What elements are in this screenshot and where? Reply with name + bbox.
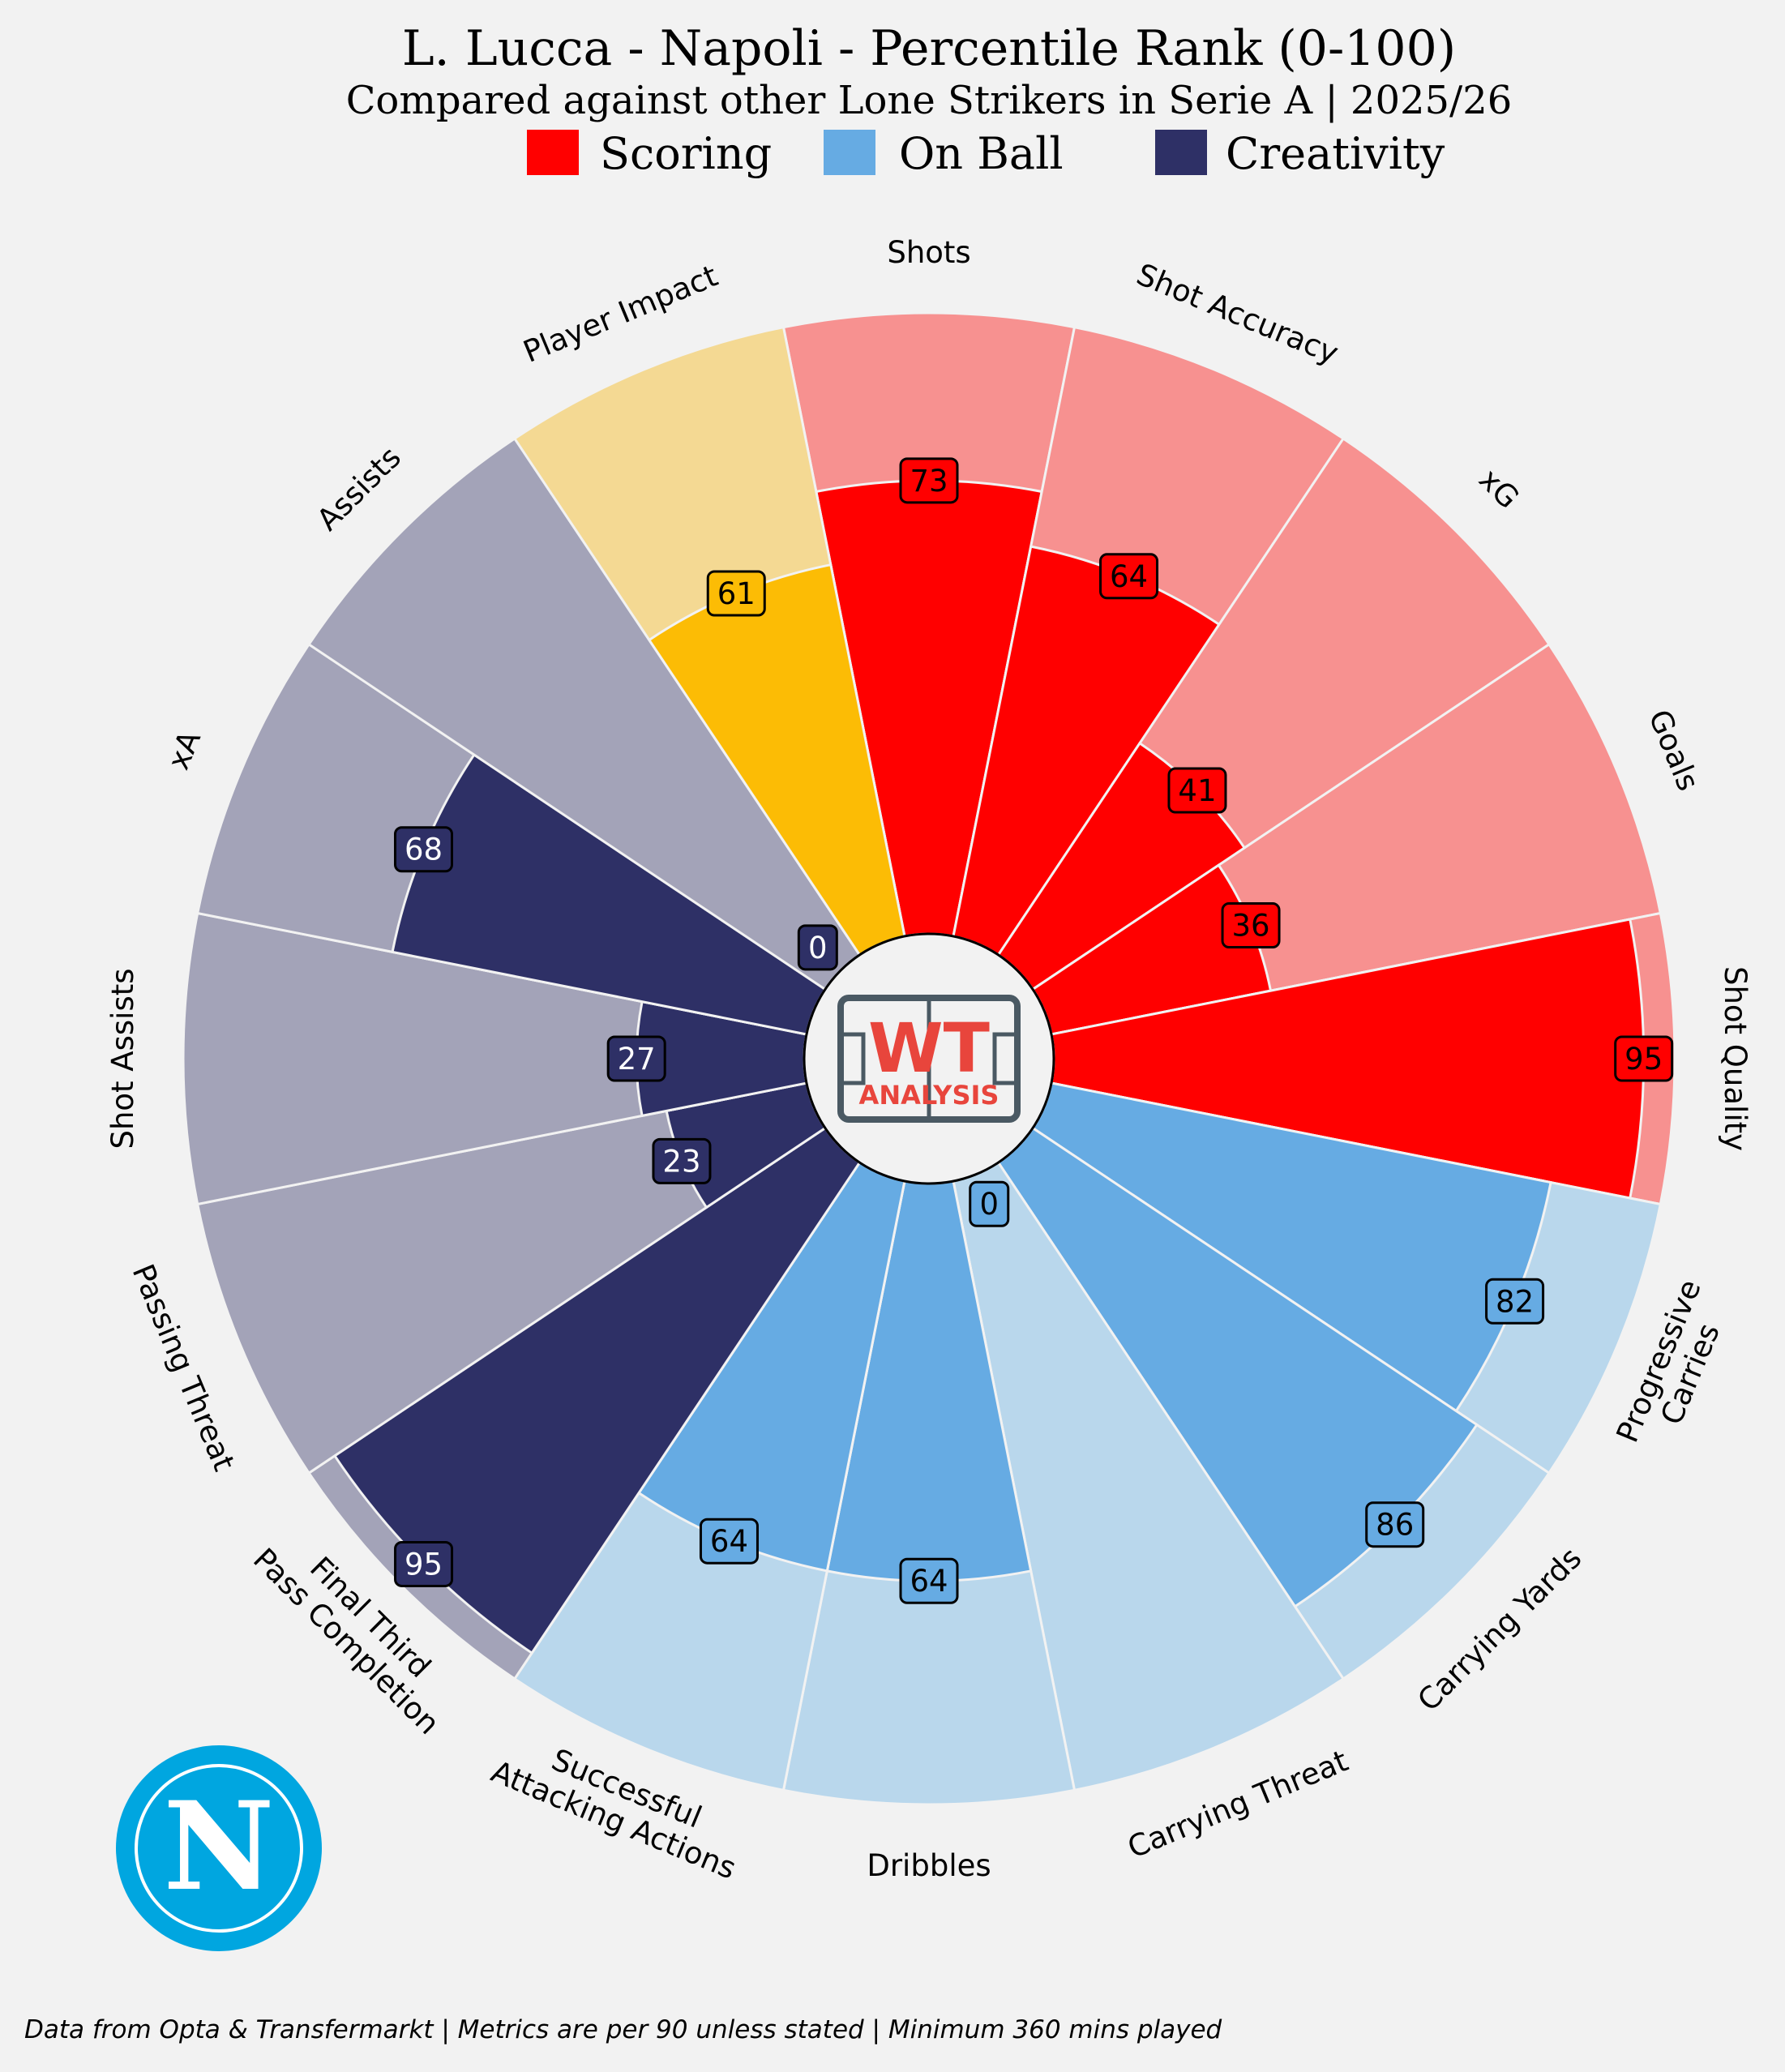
value-badge-text: 64 — [1110, 559, 1148, 594]
club-logo: N — [116, 1745, 322, 1951]
value-badge-text: 64 — [710, 1524, 748, 1559]
value-badge-carrying-threat: 0 — [969, 1180, 1010, 1227]
value-badge-text: 0 — [979, 1187, 999, 1222]
value-badge-player-impact: 61 — [706, 570, 766, 617]
value-badge-progressive-carries: 82 — [1485, 1278, 1545, 1325]
legend-swatch-scoring — [527, 130, 579, 175]
value-badge-box — [1099, 553, 1159, 600]
metric-label-assists: Assists — [310, 440, 408, 537]
value-badge-box — [606, 1035, 666, 1082]
value-badge-text: 0 — [808, 931, 828, 965]
metric-label-xg: xG — [1472, 462, 1526, 516]
value-badge-assists: 0 — [797, 924, 838, 971]
value-badge-text: 95 — [405, 1547, 443, 1582]
value-badge-final-third-pass-completion: 95 — [394, 1540, 454, 1587]
value-badge-shot-quality: 95 — [1614, 1035, 1674, 1082]
value-badge-box — [969, 1180, 1010, 1227]
value-badge-text: 27 — [618, 1042, 656, 1077]
chart-title: L. Lucca - Napoli - Percentile Rank (0-1… — [402, 20, 1456, 77]
club-logo-disc — [116, 1745, 322, 1951]
logo-wt-text: WT — [868, 1008, 990, 1088]
value-badge-text: 86 — [1376, 1508, 1414, 1543]
value-badge-box — [899, 457, 959, 504]
value-badge-box — [1221, 902, 1281, 949]
value-badge-text: 73 — [910, 464, 948, 499]
value-badge-box — [1614, 1035, 1674, 1082]
value-badge-box — [1167, 767, 1227, 814]
pizza-slices — [182, 311, 1676, 1806]
legend-label-scoring: Scoring — [600, 128, 772, 179]
metric-label-shots: Shots — [887, 235, 970, 270]
value-badge-box — [394, 1540, 454, 1587]
footer-note: Data from Opta & Transfermarkt | Metrics… — [24, 2015, 1222, 2044]
metric-label-shot-assists: Shot Assists — [105, 968, 140, 1149]
value-badge-text: 64 — [910, 1564, 948, 1599]
metric-label-shot-quality: Shot Quality — [1718, 966, 1753, 1151]
value-badge-xa: 68 — [393, 826, 453, 873]
chart-subtitle: Compared against other Lone Strikers in … — [346, 78, 1513, 123]
metric-label-line: xA — [161, 726, 208, 774]
value-badge-box — [393, 826, 453, 873]
value-badge-text: 41 — [1178, 773, 1216, 808]
value-badge-text: 23 — [662, 1144, 700, 1179]
club-logo-ring — [135, 1764, 303, 1933]
value-badge-box — [1485, 1278, 1545, 1325]
legend: Scoring On Ball Creativity — [527, 128, 1445, 179]
value-badge-shot-assists: 27 — [606, 1035, 666, 1082]
value-badge-dribbles: 64 — [899, 1557, 959, 1604]
metric-label-goals: Goals — [1642, 704, 1706, 795]
metric-label-line: Assists — [310, 440, 408, 537]
metric-label-line: Shots — [887, 235, 970, 270]
value-badge-successful-attacking-actions: 64 — [699, 1518, 759, 1565]
value-badge-box — [699, 1518, 759, 1565]
metric-label-line: Shot Assists — [105, 968, 140, 1149]
logo-pitch-box-right — [992, 1032, 1020, 1085]
value-badge-box — [706, 570, 766, 617]
center-logo: WT ANALYSIS — [803, 932, 1055, 1185]
metric-label-line: Shot Quality — [1718, 966, 1753, 1151]
legend-label-on-ball: On Ball — [899, 128, 1064, 179]
value-badge-carrying-yards: 86 — [1365, 1501, 1425, 1548]
value-badge-text: 68 — [405, 833, 443, 867]
legend-swatch-on-ball — [824, 130, 875, 175]
logo-analysis-text: ANALYSIS — [859, 1080, 1000, 1111]
value-badge-text: 82 — [1496, 1284, 1534, 1319]
value-badge-box — [899, 1557, 959, 1604]
metric-label-xa: xA — [161, 726, 208, 774]
value-badge-text: 95 — [1624, 1042, 1663, 1077]
legend-label-creativity: Creativity — [1226, 128, 1445, 179]
metric-label-line: Dribbles — [867, 1848, 991, 1883]
metric-label-line: Goals — [1642, 704, 1706, 795]
value-badge-text: 61 — [717, 576, 756, 611]
value-badge-text: 36 — [1231, 909, 1269, 944]
logo-pitch-box-left — [838, 1032, 866, 1085]
value-badge-shot-accuracy: 64 — [1099, 553, 1159, 600]
value-badge-box — [652, 1137, 712, 1184]
value-badge-goals: 36 — [1221, 902, 1281, 949]
metric-label-line: xG — [1472, 462, 1526, 516]
value-badge-box — [1365, 1501, 1425, 1548]
value-badges: 73 64 41 36 95 82 86 0 64 64 95 23 27 68 0 61 — [393, 457, 1674, 1604]
value-badge-passing-threat: 23 — [652, 1137, 712, 1184]
club-logo-letter: N — [163, 1775, 274, 1918]
legend-swatch-creativity — [1155, 130, 1207, 175]
metric-label-dribbles: Dribbles — [867, 1848, 991, 1883]
value-badge-box — [797, 924, 838, 971]
value-badge-shots: 73 — [899, 457, 959, 504]
value-badge-xg: 41 — [1167, 767, 1227, 814]
